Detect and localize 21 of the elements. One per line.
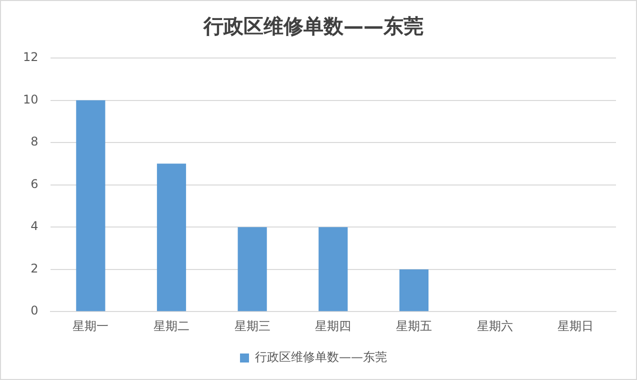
y-tick-label: 6 <box>30 176 38 191</box>
x-tick-label: 星期四 <box>315 318 352 333</box>
x-tick-label: 星期三 <box>234 318 270 333</box>
bar <box>156 164 186 312</box>
y-tick-label: 12 <box>22 50 38 64</box>
x-tick-label: 星期二 <box>153 318 190 333</box>
bar <box>76 100 106 312</box>
y-tick-label: 10 <box>22 92 38 106</box>
x-tick-label: 星期五 <box>396 318 432 333</box>
y-tick-label: 8 <box>30 134 38 149</box>
y-tick-label: 2 <box>30 261 38 276</box>
x-tick-label: 星期一 <box>72 318 109 333</box>
x-tick-label: 星期六 <box>476 318 513 333</box>
chart-title: 行政区维修单数——东莞 <box>202 14 424 38</box>
legend-label: 行政区维修单数——东莞 <box>255 350 387 364</box>
bar <box>399 269 428 312</box>
y-tick-label: 4 <box>30 219 38 234</box>
y-tick-label: 0 <box>30 304 38 318</box>
bar <box>318 227 348 312</box>
bar <box>238 227 267 312</box>
x-tick-label: 星期日 <box>558 318 594 333</box>
